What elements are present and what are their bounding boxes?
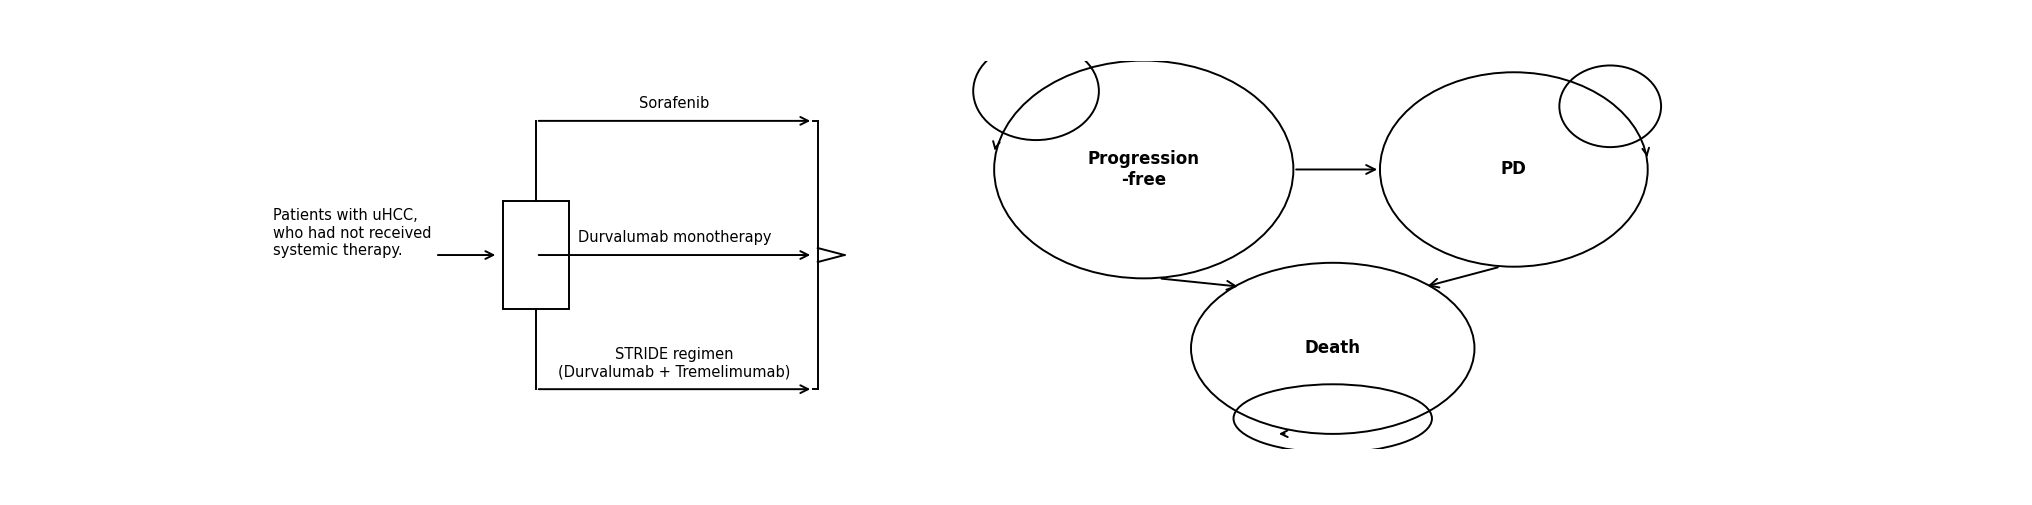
Text: Patients with uHCC,
who had not received
systemic therapy.: Patients with uHCC, who had not received… (272, 209, 431, 258)
Text: Death: Death (1305, 339, 1361, 358)
Text: PD: PD (1502, 161, 1526, 178)
Text: Sorafenib: Sorafenib (640, 96, 709, 111)
Bar (502, 200, 569, 310)
Text: Durvalumab monotherapy: Durvalumab monotherapy (577, 230, 772, 245)
Text: STRIDE regimen
(Durvalumab + Tremelimumab): STRIDE regimen (Durvalumab + Tremelimuma… (559, 347, 790, 379)
Text: Progression
-free: Progression -free (1087, 150, 1199, 189)
